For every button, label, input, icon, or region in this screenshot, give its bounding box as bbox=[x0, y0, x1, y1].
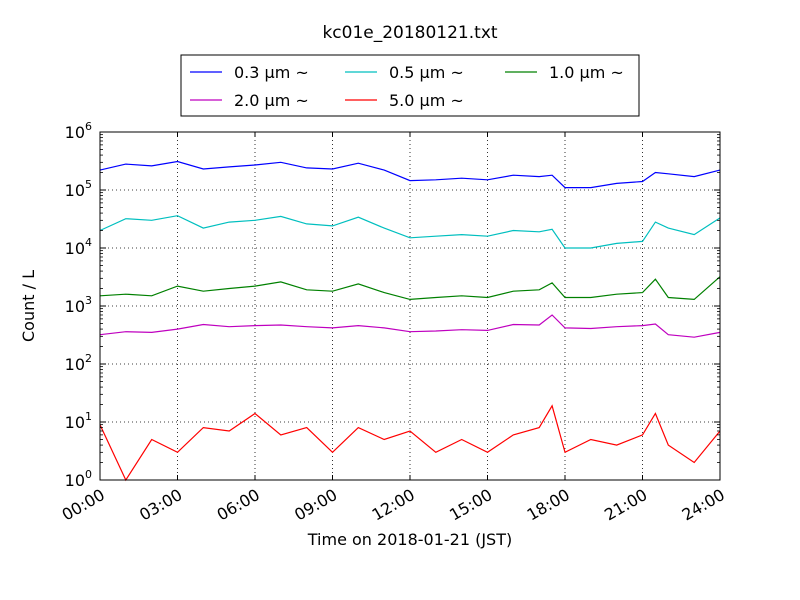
y-tick-label: 106 bbox=[65, 120, 92, 142]
x-tick-label: 15:00 bbox=[446, 485, 495, 525]
y-tick-label: 103 bbox=[65, 294, 92, 316]
x-tick-label: 24:00 bbox=[679, 485, 728, 525]
x-tick-label: 09:00 bbox=[291, 485, 340, 525]
series-line-5 bbox=[99, 404, 721, 482]
legend-frame bbox=[180, 54, 640, 117]
legend-label: 0.3 μm ~ bbox=[234, 63, 309, 82]
grid bbox=[100, 132, 720, 480]
legend-label: 0.5 μm ~ bbox=[389, 63, 464, 82]
y-axis-label: Count / L bbox=[19, 270, 38, 342]
series-group bbox=[99, 160, 721, 482]
legend-label: 5.0 μm ~ bbox=[389, 91, 464, 110]
x-tick-label: 12:00 bbox=[369, 485, 418, 525]
series-line-2 bbox=[99, 215, 721, 249]
y-tick-label: 102 bbox=[65, 352, 92, 374]
y-tick-label: 101 bbox=[65, 410, 92, 432]
x-axis-label: Time on 2018-01-21 (JST) bbox=[307, 530, 512, 549]
x-tick-label: 03:00 bbox=[136, 485, 185, 525]
chart-title: kc01e_20180121.txt bbox=[322, 23, 497, 43]
y-tick-label: 104 bbox=[65, 236, 92, 258]
series-line-1 bbox=[99, 160, 721, 189]
series-line-4 bbox=[99, 314, 721, 338]
x-tick-label: 21:00 bbox=[601, 485, 650, 525]
x-tick-label: 06:00 bbox=[214, 485, 263, 525]
series-line-3 bbox=[99, 276, 721, 301]
legend-label: 2.0 μm ~ bbox=[234, 91, 309, 110]
x-tick-label: 00:00 bbox=[59, 485, 108, 525]
legend-label: 1.0 μm ~ bbox=[549, 63, 624, 82]
x-tick-label: 18:00 bbox=[524, 485, 573, 525]
y-tick-label: 105 bbox=[65, 178, 92, 200]
legend: 0.3 μm ~ 0.5 μm ~ 1.0 μm ~ 2.0 μm ~ 5.0 μm ~ bbox=[180, 54, 640, 117]
y-tick-label: 100 bbox=[65, 468, 92, 490]
